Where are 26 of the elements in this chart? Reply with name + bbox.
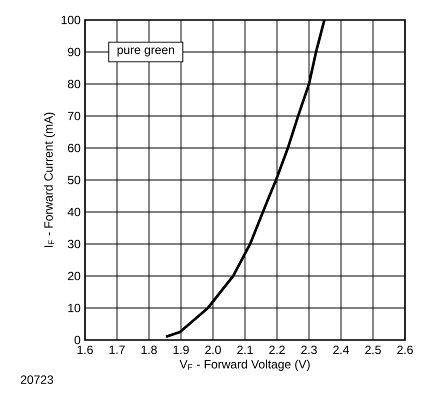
x-axis-title: V$_{F}$ - Forward Voltage (V)	[180, 360, 310, 371]
y-tick-label: 90	[68, 48, 80, 56]
x-tick-label: 1.9	[174, 346, 189, 354]
y-tick-label: 0	[74, 336, 80, 344]
x-tick-label: 2.2	[269, 346, 285, 354]
y-tick-label: 80	[68, 80, 80, 88]
x-tick-label: 2.6	[397, 346, 413, 354]
x-tick-label: 2.4	[333, 346, 349, 354]
text: 20723	[20, 375, 54, 384]
x-tick-label: 2.0	[205, 346, 221, 354]
x-tick-label: 2.3	[301, 346, 317, 354]
y-tick-label: 30	[68, 240, 80, 248]
y-tick-label: 20	[68, 272, 80, 280]
x-tick-label: 1.6	[78, 346, 93, 354]
y-tick-label: 50	[68, 176, 80, 184]
y-tick-label: 100	[62, 16, 80, 24]
x-tick-label: 2.1	[237, 346, 253, 354]
annotation: pure green	[118, 48, 174, 56]
y-tick-label: 70	[68, 112, 80, 120]
x-tick-label: 1.8	[142, 346, 157, 354]
x-tick-label: 1.7	[110, 346, 125, 354]
y-tick-label: 60	[68, 144, 80, 152]
x-tick-label: 2.5	[365, 346, 381, 354]
y-tick-label: 10	[68, 304, 80, 312]
y-tick-label: 40	[68, 208, 80, 216]
y-axis-title: I$_{F}$ - Forward Current (mA)	[44, 112, 56, 248]
